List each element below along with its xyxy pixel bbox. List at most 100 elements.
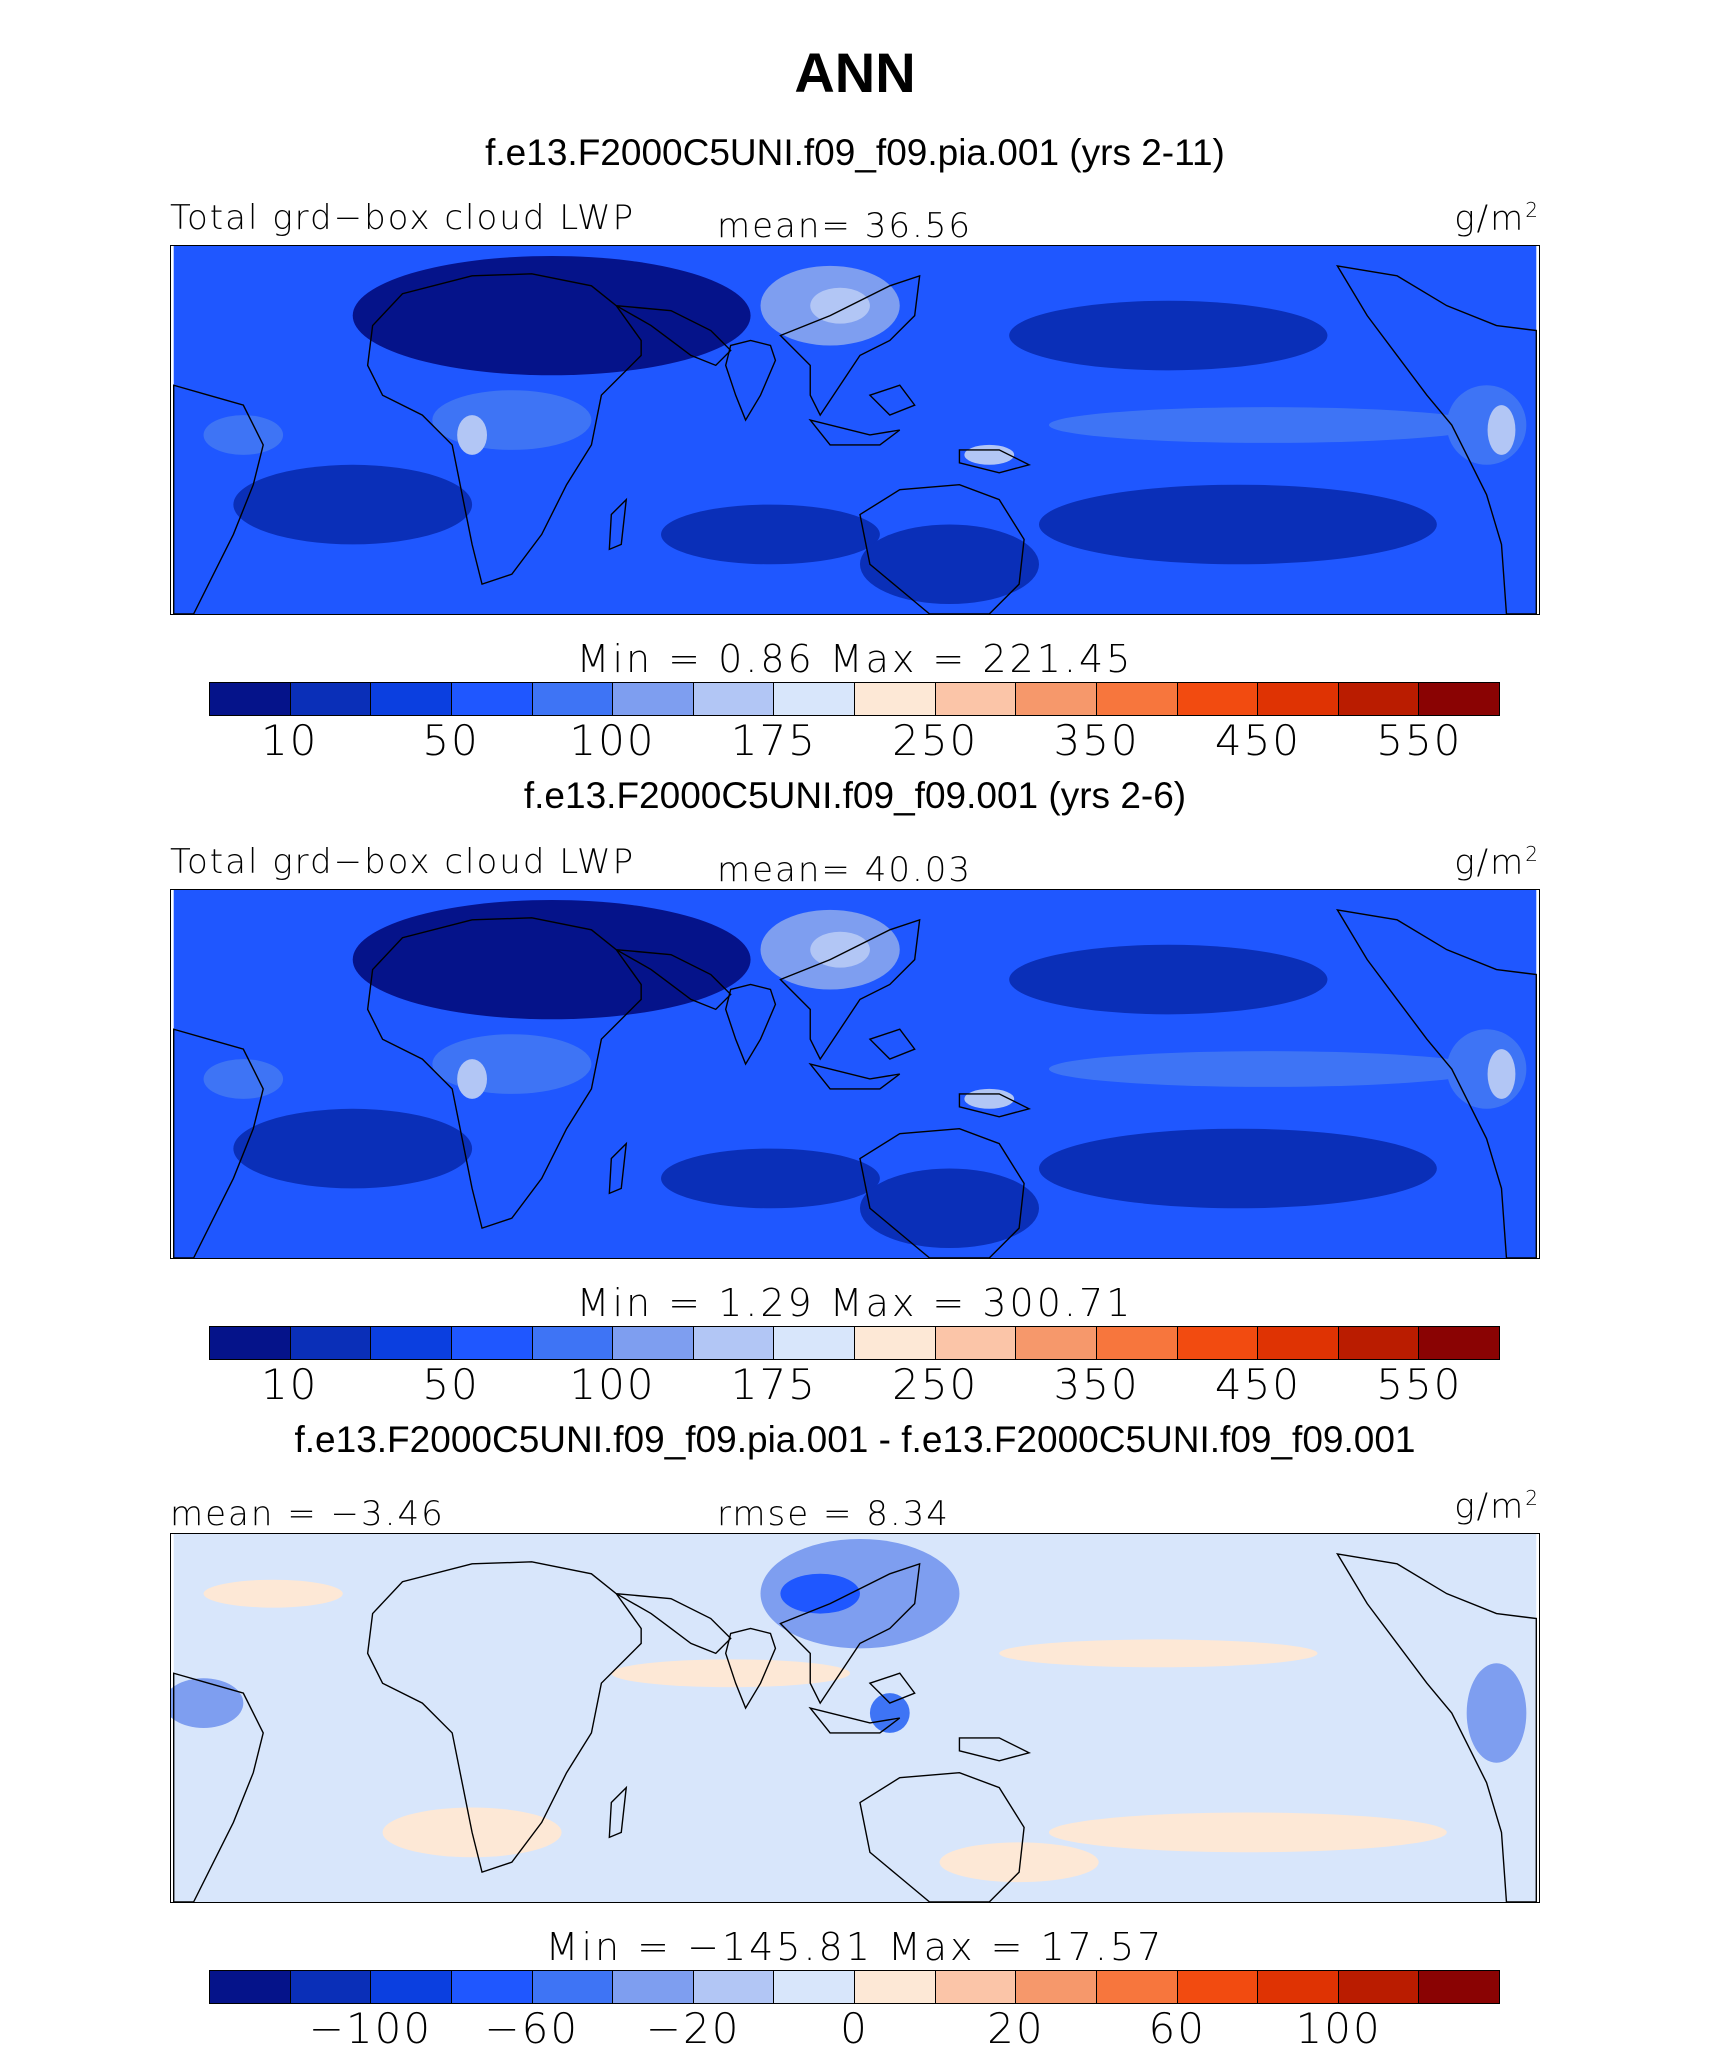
colorbar-swatch	[1177, 1327, 1259, 1359]
coastline	[615, 948, 732, 1011]
coastline	[808, 418, 901, 446]
colorbar-tick-label: −100	[308, 2004, 433, 2053]
coastline	[1336, 264, 1537, 614]
panel2-minmax: Min = 1.29 Max = 300.71	[576, 1281, 1134, 1325]
colorbar-swatch	[693, 683, 775, 715]
contour-region	[171, 1678, 244, 1728]
figure-title: ANN	[794, 41, 916, 104]
coastline	[366, 1561, 642, 1874]
panel2-case-title: f.e13.F2000C5UNI.f09_f09.001 (yrs 2-6)	[523, 775, 1187, 816]
colorbar-swatch	[1177, 683, 1259, 715]
coastline	[868, 384, 916, 416]
contour-region	[1039, 1128, 1437, 1209]
contour-region	[203, 1579, 343, 1608]
contour-region	[780, 1573, 860, 1614]
coastline	[859, 1771, 1025, 1902]
colorbar-tick-label: 250	[892, 1360, 979, 1409]
colorbar-swatch	[290, 1327, 372, 1359]
coastline	[724, 983, 777, 1066]
coastline	[868, 1028, 916, 1060]
panel3-colorbar-ticks: −100 −60 −20 0 20 60 100	[209, 2004, 1500, 2053]
contour-region	[999, 1639, 1318, 1668]
panel3-rmse-label: rmse = 8.34	[717, 1494, 950, 1534]
colorbar-tick-label: 50	[422, 1360, 480, 1409]
coastline	[779, 274, 921, 417]
colorbar-tick-label: 350	[1053, 716, 1140, 765]
map-contour-field	[173, 890, 1537, 1258]
panel1-variable-label: Total grd−box cloud LWP	[170, 198, 636, 238]
colorbar-tick-label: 100	[1295, 2004, 1382, 2053]
coastline	[173, 1672, 264, 1902]
contour-region	[1039, 484, 1437, 565]
contour-region	[661, 1148, 880, 1209]
coastline	[958, 1093, 1032, 1118]
colorbar-swatch	[1016, 683, 1097, 715]
coastline	[366, 917, 642, 1230]
colorbar-tick-label: 10	[260, 716, 319, 765]
colorbar-swatch	[1419, 683, 1499, 715]
colorbar-tick-label: 450	[1214, 716, 1302, 765]
coastline	[779, 918, 921, 1061]
colorbar-swatch	[1338, 683, 1420, 715]
colorbar-swatch	[774, 683, 855, 715]
contour-region	[432, 390, 592, 450]
colorbar-tick-label: 100	[569, 1360, 656, 1409]
map-contour-field	[173, 246, 1537, 614]
colorbar-tick-label: 10	[260, 1360, 319, 1409]
colorbar-swatch	[1419, 1327, 1499, 1359]
coastline	[608, 497, 628, 551]
coastline	[1336, 1552, 1537, 1902]
panel1-colorbar	[209, 682, 1500, 716]
colorbar-tick-label: 50	[422, 716, 480, 765]
colorbar-tick-label: 0	[840, 2004, 869, 2053]
colorbar-swatch	[532, 1327, 614, 1359]
colorbar-swatch	[1258, 683, 1339, 715]
coastline	[173, 1028, 264, 1258]
colorbar-swatch	[774, 1971, 855, 2003]
colorbar-swatch	[451, 1971, 533, 2003]
colorbar-tick-label: 550	[1376, 1360, 1463, 1409]
panel3-case-title: f.e13.F2000C5UNI.f09_f09.pia.001 - f.e13…	[294, 1419, 1416, 1460]
coastline	[808, 1062, 901, 1090]
panel1-mean-label: mean= 36.56	[717, 206, 973, 246]
colorbar-swatch	[290, 1971, 372, 2003]
coastline	[366, 273, 642, 586]
colorbar-swatch	[451, 1327, 533, 1359]
colorbar-swatch	[532, 1971, 614, 2003]
contour-region	[457, 1059, 487, 1099]
colorbar-swatch	[371, 1971, 452, 2003]
panel1-minmax: Min = 0.86 Max = 221.45	[576, 637, 1134, 681]
panel1-colorbar-ticks: 10 50 100 175 250 350 450 550	[209, 716, 1500, 765]
panel2-map	[170, 889, 1540, 1259]
coastline	[615, 1592, 732, 1655]
colorbar-tick-label: 350	[1053, 1360, 1140, 1409]
colorbar-swatch	[1338, 1971, 1420, 2003]
contour-region	[432, 1034, 592, 1094]
colorbar-swatch	[210, 1971, 291, 2003]
contour-region	[859, 1168, 1039, 1249]
colorbar-swatch	[1096, 1327, 1178, 1359]
colorbar-swatch	[210, 1327, 291, 1359]
colorbar-swatch	[1096, 1971, 1178, 2003]
panel1-units-label: g/m2	[1454, 198, 1540, 239]
contour-region	[869, 1693, 910, 1733]
colorbar-tick-label: 250	[892, 716, 979, 765]
coastline	[615, 304, 732, 367]
colorbar-swatch	[855, 1327, 936, 1359]
colorbar-tick-label: 175	[730, 716, 817, 765]
contour-region	[1048, 1051, 1487, 1087]
panel2-colorbar	[209, 1326, 1500, 1360]
panel2-units-label: g/m2	[1454, 842, 1540, 883]
contour-region	[1048, 407, 1487, 443]
colorbar-swatch	[613, 683, 694, 715]
colorbar-swatch	[613, 1327, 694, 1359]
colorbar-swatch	[1177, 1971, 1259, 2003]
colorbar-swatch	[855, 683, 936, 715]
colorbar-swatch	[935, 683, 1017, 715]
contour-region	[939, 1842, 1099, 1883]
colorbar-swatch	[1258, 1971, 1339, 2003]
coastline	[1336, 908, 1537, 1258]
coastline	[724, 339, 777, 422]
contour-region	[203, 1059, 284, 1099]
contour-region	[203, 415, 284, 455]
